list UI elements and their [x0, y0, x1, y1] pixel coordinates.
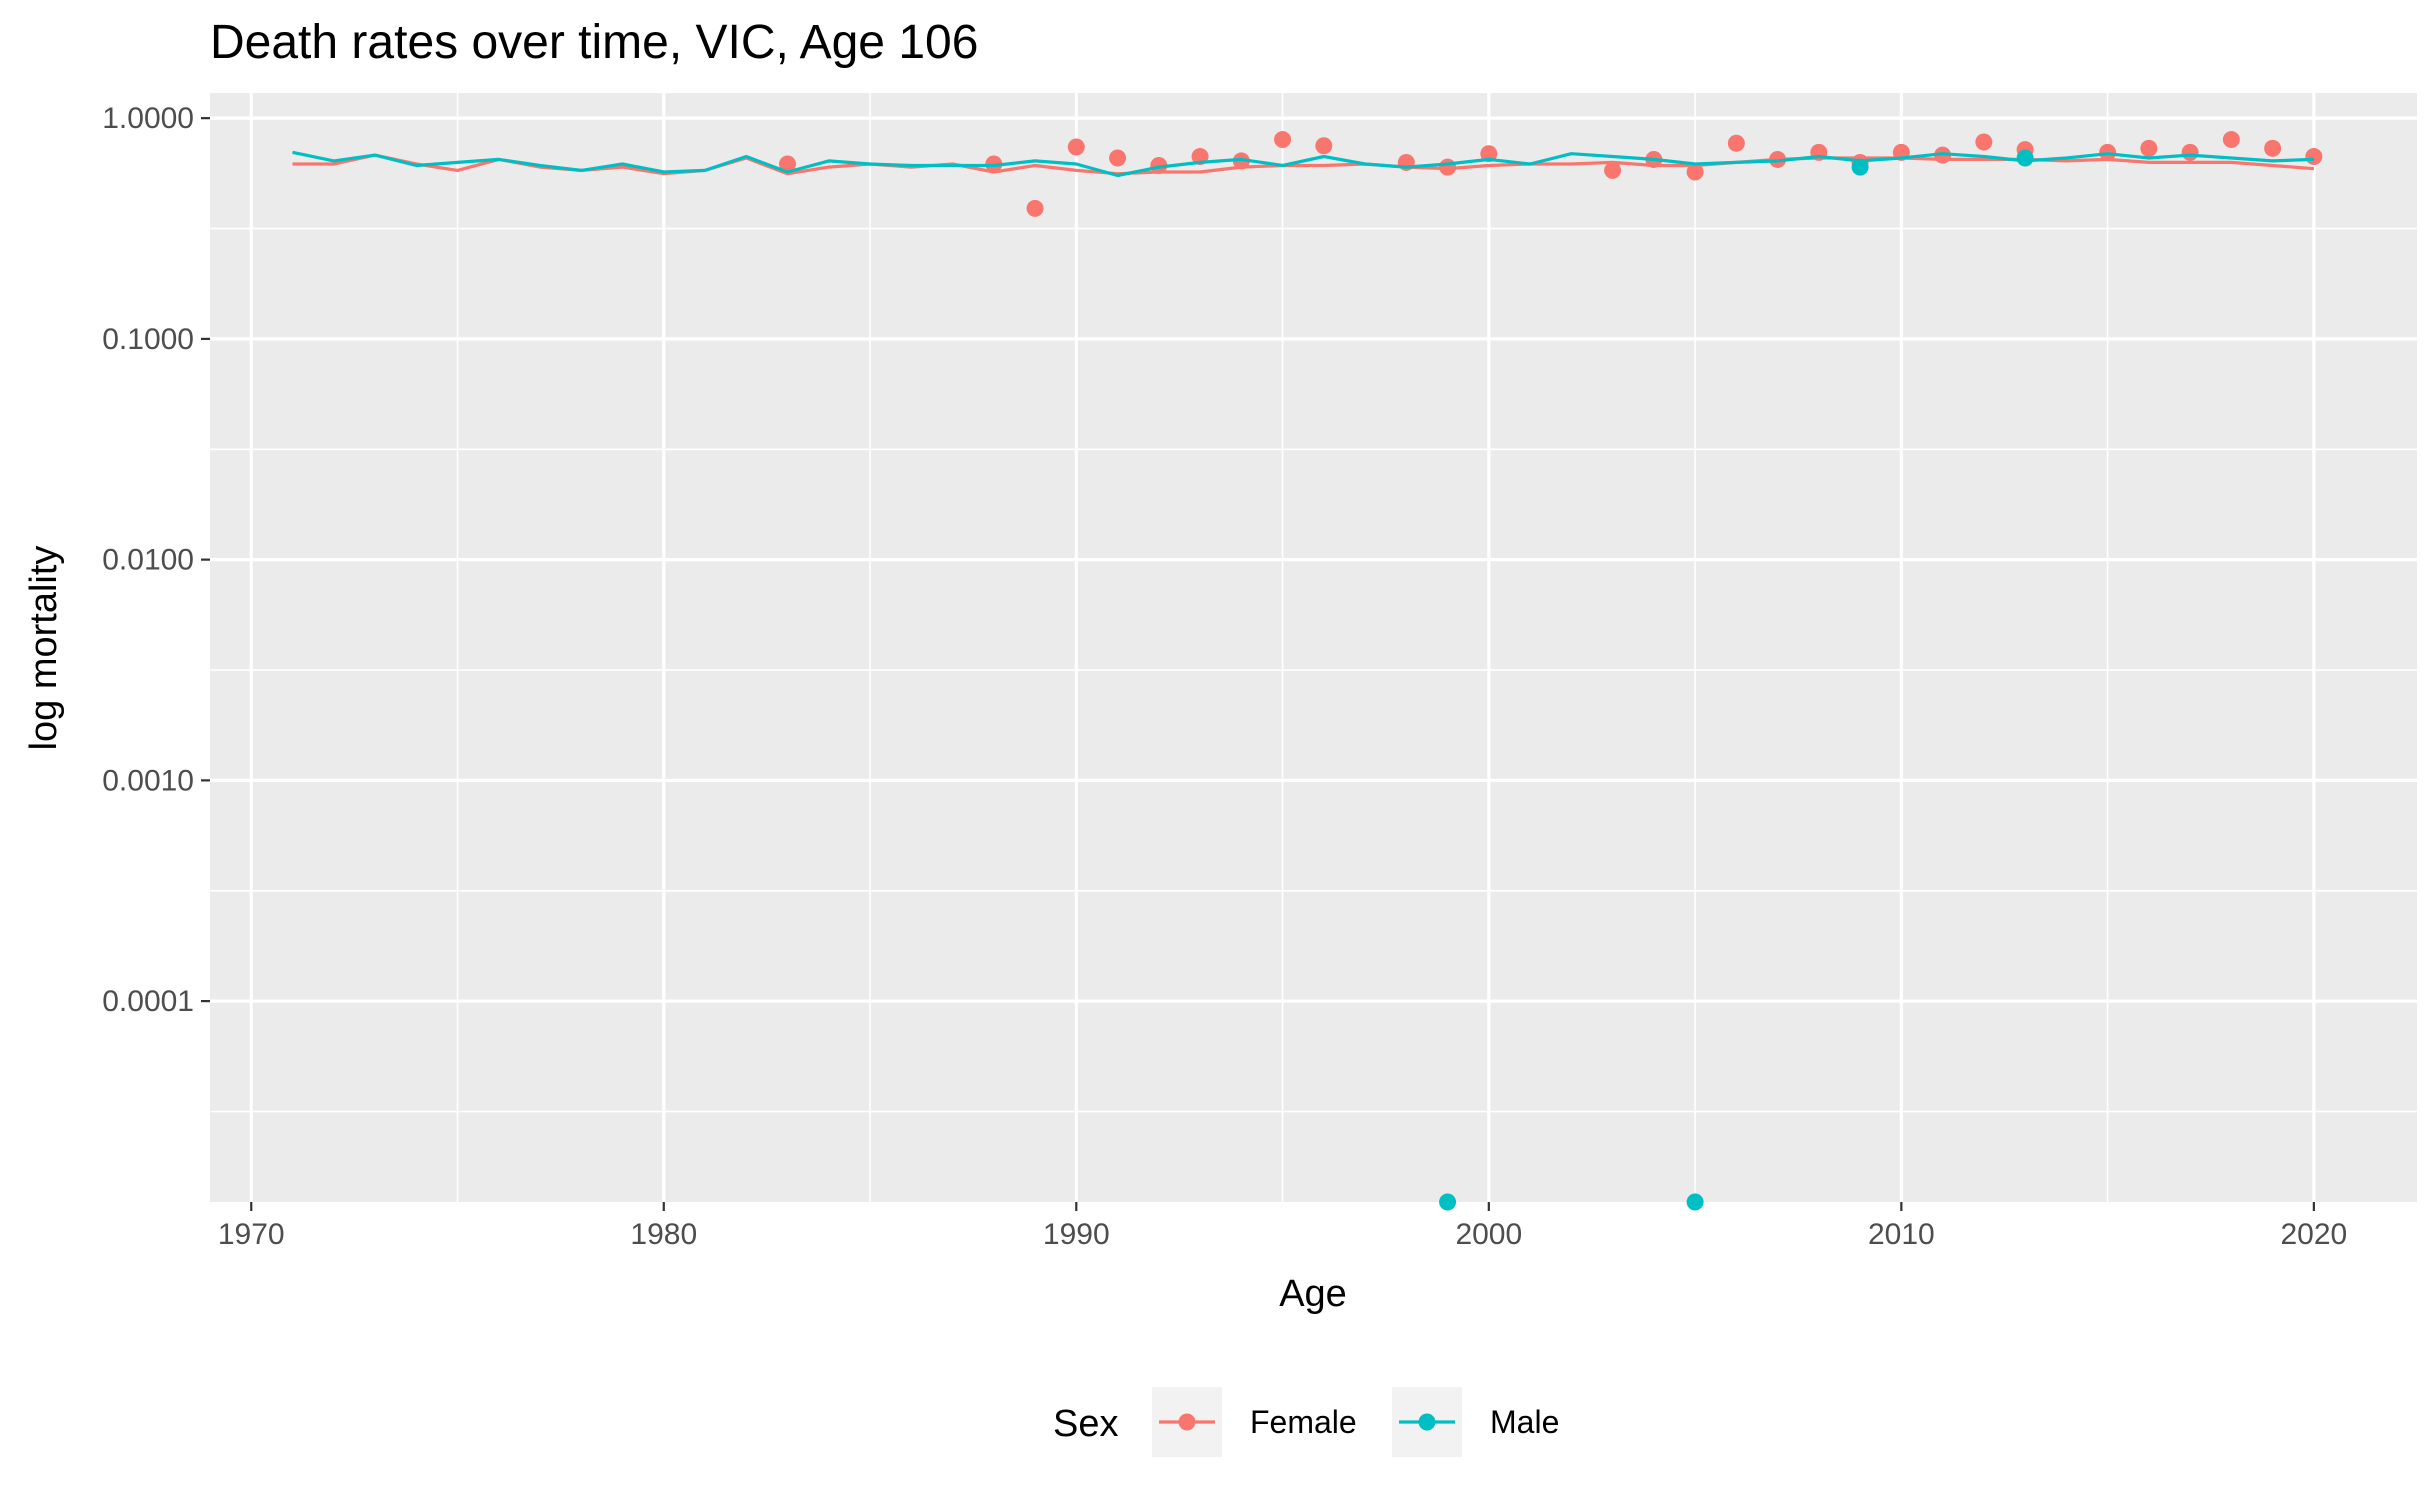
legend-point-female — [1178, 1413, 1196, 1431]
y-tick-label: 0.0001 — [102, 985, 194, 1018]
female-data-point — [2305, 148, 2323, 166]
male-series-line — [292, 150, 2314, 178]
y-tick-label: 0.1000 — [102, 323, 194, 356]
x-tick-label: 1990 — [1043, 1218, 1110, 1251]
legend-point-male — [1418, 1413, 1436, 1431]
data-series — [292, 131, 2323, 1211]
female-data-point — [1975, 133, 1993, 151]
female-data-point — [1604, 161, 1622, 179]
legend: Sex Female Male — [1053, 1387, 1559, 1457]
legend-title: Sex — [1053, 1403, 1118, 1445]
plot-panel — [210, 93, 2417, 1202]
female-data-point — [1274, 131, 1292, 149]
legend-label-male: Male — [1490, 1404, 1559, 1440]
chart-title: Death rates over time, VIC, Age 106 — [210, 16, 978, 69]
female-data-point — [2222, 131, 2240, 149]
y-tick-label: 0.0100 — [102, 544, 194, 577]
female-data-point — [1439, 158, 1457, 176]
male-data-point — [2016, 149, 2034, 167]
grid-lines — [210, 93, 2417, 1202]
female-data-point — [1315, 137, 1333, 155]
male-data-point — [1851, 158, 1869, 176]
female-data-point — [2181, 143, 2199, 161]
male-data-point — [1686, 1193, 1704, 1211]
x-tick-label: 2020 — [2280, 1218, 2347, 1251]
y-tick-label: 0.0010 — [102, 764, 194, 797]
axes: 1.0000 0.1000 0.0100 0.0010 0.0001 1970 1980 19… — [102, 102, 2347, 1251]
y-tick-label: 1.0000 — [102, 102, 194, 135]
legend-items: Female Male — [1152, 1387, 1559, 1457]
female-data-point — [1686, 163, 1704, 181]
female-data-point — [1067, 138, 1085, 156]
x-tick-label: 2010 — [1868, 1218, 1935, 1251]
x-tick-label: 2000 — [1455, 1218, 1522, 1251]
female-data-point — [1727, 134, 1745, 152]
female-data-point — [2140, 139, 2158, 157]
female-series-line — [292, 153, 2315, 176]
female-data-point — [2264, 139, 2282, 157]
x-tick-label: 1980 — [630, 1218, 697, 1251]
x-axis-title: Age — [1279, 1273, 1347, 1315]
legend-label-female: Female — [1250, 1404, 1357, 1440]
male-data-point — [1439, 1193, 1457, 1211]
female-data-point — [1026, 199, 1044, 217]
x-tick-label: 1970 — [218, 1218, 285, 1251]
y-axis-title: log mortality — [23, 546, 65, 751]
female-data-point — [779, 155, 797, 173]
female-data-point — [1480, 145, 1498, 163]
female-data-point — [1109, 149, 1127, 167]
